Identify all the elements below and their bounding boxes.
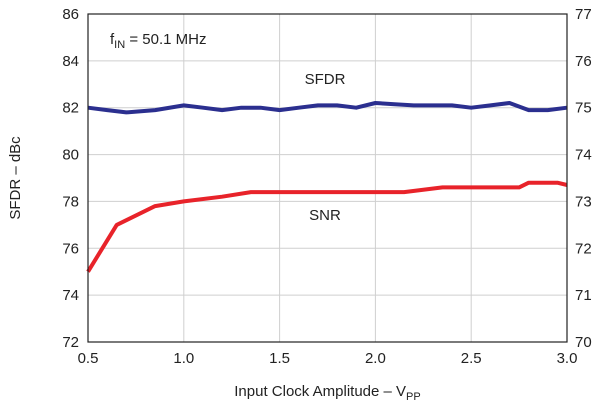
y2-tick-label: 75 — [575, 100, 592, 117]
y-tick-label: 76 — [62, 240, 79, 257]
series-label-snr: SNR — [309, 207, 341, 224]
y-tick-label: 72 — [62, 334, 79, 351]
y-tick-label: 82 — [62, 100, 79, 117]
y-tick-label: 84 — [62, 53, 79, 70]
x-axis-label: Input Clock Amplitude – VPP — [234, 383, 420, 403]
annotation-main: f — [110, 31, 115, 48]
x-tick-label: 2.0 — [365, 350, 386, 367]
plot-frame — [87, 13, 568, 343]
frequency-annotation: fIN = 50.1 MHz — [110, 31, 206, 51]
y2-tick-label: 74 — [575, 147, 592, 164]
x-tick-label: 2.5 — [461, 350, 482, 367]
series-label-sfdr: SFDR — [305, 71, 346, 88]
y2-tick-label: 72 — [575, 240, 592, 257]
y2-tick-label: 77 — [575, 6, 592, 23]
x-axis-label-main: Input Clock Amplitude – V — [234, 383, 406, 400]
x-tick-label: 1.0 — [173, 350, 194, 367]
y2-tick-label: 76 — [575, 53, 592, 70]
tick-labels: 0.5 1.0 1.5 2.0 2.5 3.0 72 74 76 78 80 82 84 86 70 71 72… — [62, 6, 591, 367]
x-tick-label: 1.5 — [269, 350, 290, 367]
annotation-rest: = 50.1 MHz — [125, 31, 206, 48]
y-axis-label: SFDR – dBc — [7, 136, 24, 220]
y-tick-label: 74 — [62, 287, 79, 304]
x-tick-label: 3.0 — [557, 350, 578, 367]
y2-tick-label: 70 — [575, 334, 592, 351]
annotation-sub: IN — [114, 39, 125, 51]
series-line-snr — [86, 180, 568, 273]
y2-tick-label: 71 — [575, 287, 592, 304]
series-lines — [86, 101, 568, 273]
grid — [88, 14, 567, 342]
y-tick-label: 86 — [62, 6, 79, 23]
y-tick-label: 78 — [62, 193, 79, 210]
y-tick-label: 80 — [62, 147, 79, 164]
x-tick-label: 0.5 — [78, 350, 99, 367]
x-axis-label-sub: PP — [406, 391, 421, 403]
series-line-sfdr — [87, 101, 568, 115]
y2-tick-label: 73 — [575, 193, 592, 210]
